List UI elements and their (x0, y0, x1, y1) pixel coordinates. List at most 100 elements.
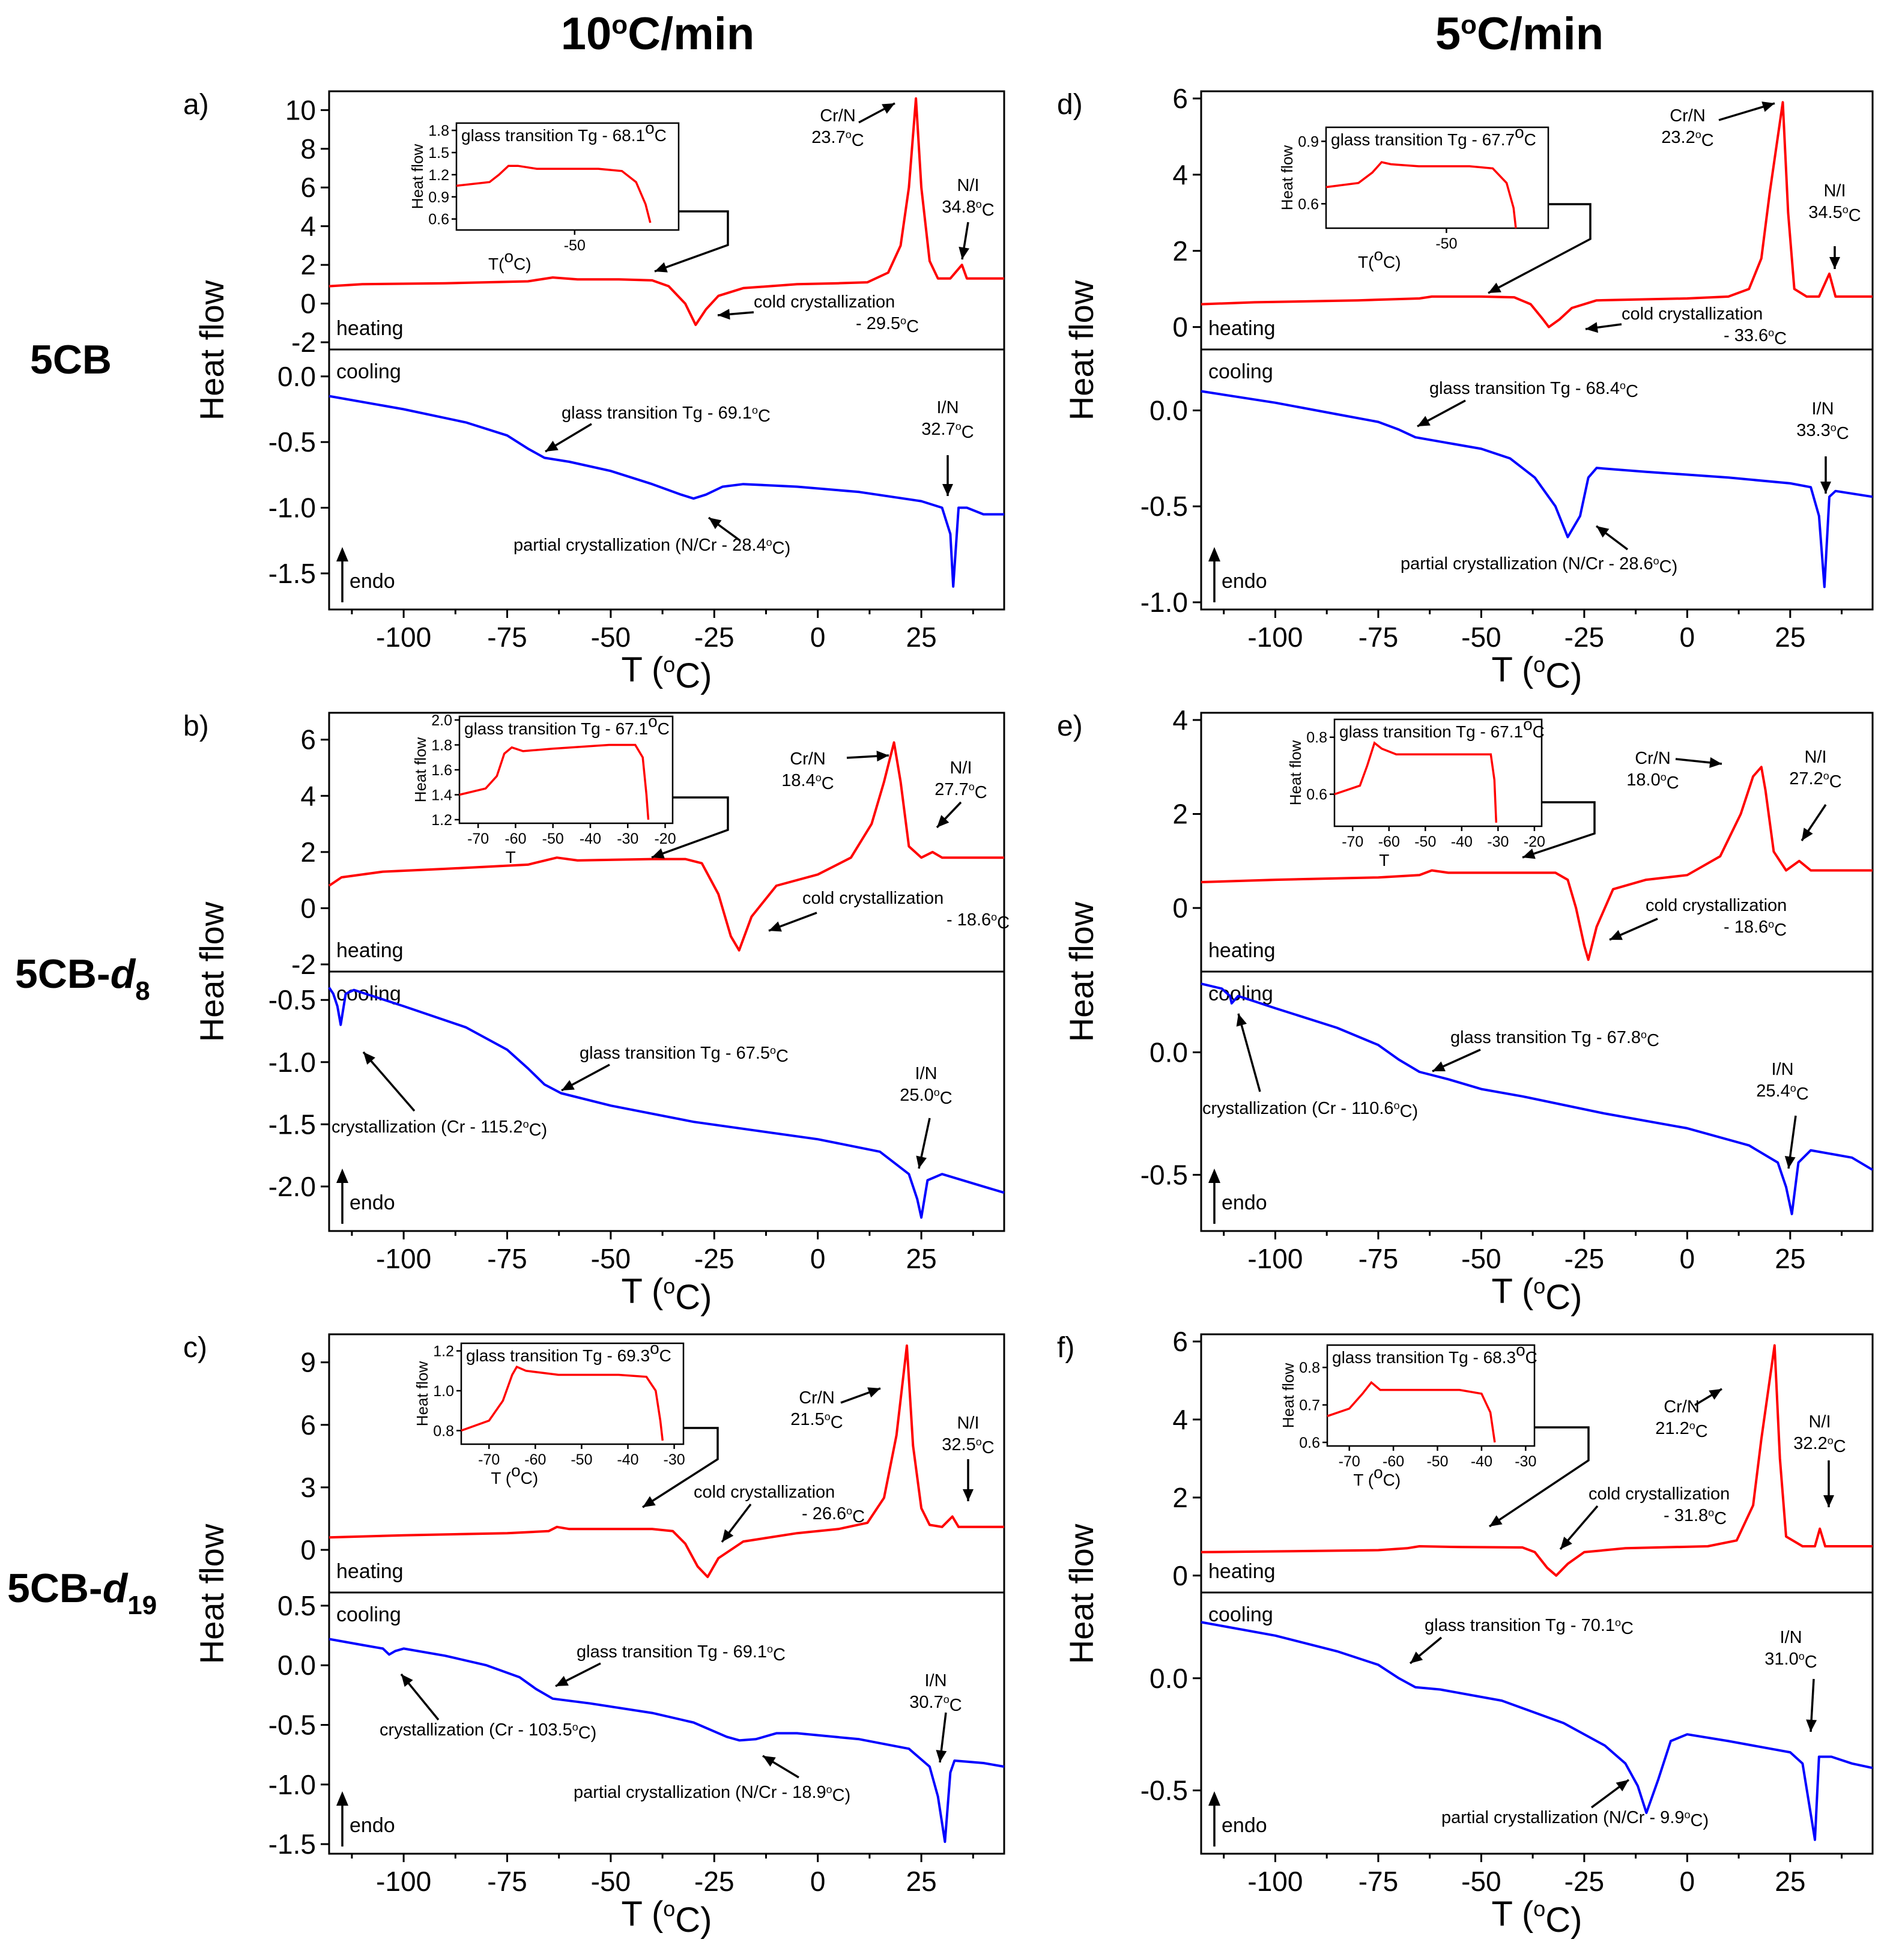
inset-y-tick-label: 0.9 (428, 189, 449, 206)
cooling-annotation-2-label: I/N (1811, 399, 1834, 419)
x-tick-label: -75 (487, 622, 527, 653)
x-axis-label: T (oC) (1491, 650, 1582, 695)
heating-annotation-1-value: 34.8oC (942, 198, 994, 220)
y-tick-label-heating: 6 (1172, 1326, 1188, 1357)
endo-label: endo (1222, 1814, 1267, 1837)
heating-annotation-1-value: 27.7oC (934, 780, 987, 802)
inset-connector-arrowhead (655, 262, 668, 273)
cooling-annotation-0: glass transition Tg - 70.1oC (1425, 1616, 1634, 1638)
heating-annotation-0-arrowhead (1761, 101, 1775, 112)
heating-annotation-1-arrowhead (959, 246, 970, 259)
heating-annotation-2-label: cold crystallization (1646, 896, 1787, 915)
cooling-annotation-1-arrowhead (709, 518, 722, 530)
cooling-annotation-1: partial crystallization (N/Cr - 28.4oC) (513, 536, 790, 558)
y-axis-label: Heat flow (193, 1523, 231, 1664)
inset: 1.2 1.0 0.8 -70 -60 -50 -40 -30 Heat flow T (oC) g… (413, 1338, 685, 1487)
y-tick-label-cooling: -0.5 (1140, 1775, 1188, 1806)
endo-label: endo (350, 1191, 395, 1214)
inset-x-tick-label: -70 (1342, 833, 1363, 850)
inset-title: glass transition Tg - 69.3oC (466, 1338, 671, 1365)
panel-letter: e) (1057, 710, 1083, 742)
inset-y-tick-label: 0.6 (428, 211, 449, 228)
inset-y-tick-label: 1.2 (428, 167, 449, 184)
plot-frame (1200, 1333, 1874, 1855)
inset-connector (651, 796, 729, 859)
y-tick-label-cooling: -0.5 (1140, 491, 1188, 522)
inset-frame (455, 122, 680, 231)
inset-title: glass transition Tg - 67.1oC (464, 712, 670, 738)
inset-x-tick-label: -20 (654, 830, 676, 847)
inset-curve (461, 1365, 664, 1441)
inset-y-tick-label: 0.6 (1306, 787, 1327, 803)
heating-annotation-2-value: - 33.6oC (1724, 326, 1787, 348)
cooling-label: cooling (1208, 360, 1273, 383)
column-title-5: 5oC/min (1435, 8, 1604, 59)
inset-y-label: Heat flow (1279, 1363, 1297, 1429)
cooling-annotation-0: glass transition Tg - 69.1oC (562, 404, 771, 426)
x-axis-label: T (oC) (621, 1895, 712, 1940)
inset-title: glass transition Tg - 67.1oC (1339, 715, 1545, 741)
endo-label: endo (350, 1814, 395, 1837)
cooling-annotation-2-value: 25.4oC (1756, 1081, 1808, 1104)
heating-curve (329, 1344, 1004, 1579)
inset-frame (1325, 126, 1549, 229)
cooling-curve (1201, 982, 1874, 1215)
inset-x-tick-label: -50 (1426, 1453, 1448, 1470)
heating-label: heating (336, 939, 404, 962)
y-tick-label-heating: 0 (300, 288, 316, 319)
heating-annotation-0-label: Cr/N (1635, 749, 1671, 768)
inset: 0.9 0.6 -50 Heat flow T(oC) glass transition … (1278, 122, 1549, 271)
inset-x-tick-label: -30 (617, 830, 638, 847)
panel-letter: f) (1057, 1332, 1074, 1364)
cooling-curve (1201, 390, 1873, 588)
cooling-annotation-1: crystallization (Cr - 103.5oC) (380, 1720, 596, 1743)
y-axis-label: Heat flow (1062, 901, 1100, 1042)
panel-f: f) 6 4 2 0 0.0 -0.5 -100 -75 -50 -25 0 25 Heat flow T … (1057, 1326, 1874, 1940)
endo-arrowhead (1208, 1169, 1220, 1183)
inset-curve (1325, 161, 1517, 229)
y-tick-label-heating: 4 (300, 211, 316, 242)
heating-annotation-0-value: 23.2oC (1661, 128, 1713, 150)
y-tick-label-cooling: 0.0 (1149, 1663, 1188, 1694)
cooling-annotation-0: glass transition Tg - 69.1oC (577, 1642, 786, 1665)
heating-curve (328, 741, 1004, 952)
heating-curve (1201, 1344, 1873, 1577)
inset-y-label: Heat flow (1278, 145, 1296, 211)
x-tick-label: -75 (1358, 622, 1398, 653)
inset-y-label: Heat flow (413, 1361, 431, 1427)
x-tick-label: 0 (810, 1243, 826, 1274)
x-tick-label: -100 (376, 1866, 431, 1897)
inset-frame (460, 1342, 685, 1445)
cooling-annotation-2-arrowhead (1820, 482, 1831, 494)
heating-annotation-0-arrowhead (1709, 1389, 1722, 1400)
heating-annotation-2-value: - 26.6oC (802, 1504, 865, 1526)
heating-curve (329, 97, 1004, 326)
inset-x-label: T (oC) (491, 1461, 538, 1487)
heating-annotation-0-label: Cr/N (1664, 1397, 1700, 1417)
cooling-annotation-1: glass transition Tg - 67.5oC (580, 1044, 789, 1066)
heating-annotation-0-value: 18.0oC (1626, 770, 1679, 793)
endo-arrowhead (1208, 547, 1220, 561)
inset-connector (1488, 203, 1592, 294)
y-tick-label-heating: 2 (1172, 235, 1188, 267)
cooling-annotation-1-arrowhead (1432, 1061, 1446, 1071)
heating-annotation-2-arrowhead (718, 309, 730, 320)
cooling-label: cooling (1208, 982, 1273, 1005)
heating-annotation-2-label: cold crystallization (694, 1483, 835, 1502)
inset-x-label: T (506, 848, 516, 867)
y-tick-label-heating: 2 (1172, 1482, 1188, 1513)
heating-annotation-0-label: Cr/N (799, 1388, 835, 1408)
panel-letter: d) (1057, 89, 1083, 121)
y-tick-label-heating: 6 (1172, 83, 1188, 114)
panel-letter: b) (183, 710, 209, 742)
y-axis-label: Heat flow (193, 280, 231, 420)
heating-annotation-1-value: 32.2oC (1793, 1434, 1846, 1456)
cooling-annotation-1: partial crystallization (N/Cr - 28.6oC) (1401, 554, 1677, 576)
inset-x-label: T(oC) (488, 247, 532, 273)
y-tick-label-heating: 6 (300, 724, 316, 755)
heating-annotation-0-arrowhead (876, 751, 889, 762)
heating-label: heating (336, 1560, 404, 1583)
cooling-annotation-0: glass transition Tg - 68.4oC (1429, 379, 1638, 401)
inset: 0.8 0.6 -70 -60 -50 -40 -30 -20 Heat flow Tglass … (1286, 715, 1545, 870)
